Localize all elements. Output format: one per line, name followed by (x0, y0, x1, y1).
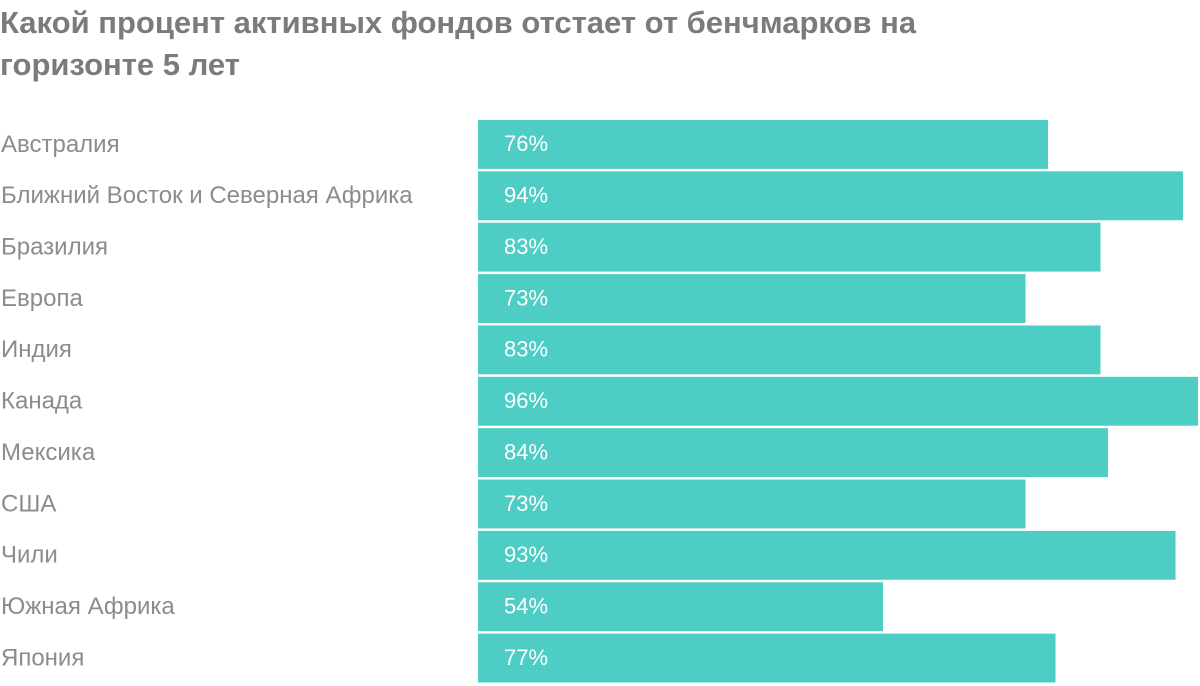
category-label: Европа (1, 285, 83, 312)
category-label: Мексика (1, 439, 96, 466)
value-label: 83% (504, 234, 548, 259)
chart-title: Какой процент активных фондов отстает от… (0, 5, 917, 82)
value-label: 96% (504, 388, 548, 413)
bar (478, 171, 1183, 221)
bar (478, 530, 1176, 580)
value-label: 83% (504, 337, 548, 362)
value-label: 84% (504, 439, 548, 464)
category-label: Бразилия (1, 234, 108, 261)
category-label: Индия (1, 336, 72, 363)
value-label: 77% (504, 645, 548, 670)
value-label: 54% (504, 594, 548, 619)
category-label: Южная Африка (1, 593, 175, 620)
category-label: Ближний Восток и Северная Африка (1, 182, 413, 209)
value-label: 73% (504, 285, 548, 310)
category-label: США (1, 490, 56, 517)
bar (478, 222, 1101, 272)
bar (478, 582, 883, 632)
value-label: 76% (504, 131, 548, 156)
bar (478, 428, 1108, 478)
bar (478, 376, 1198, 426)
category-label: Австралия (1, 131, 120, 158)
bar (478, 325, 1101, 375)
bar (478, 633, 1056, 683)
value-label: 94% (504, 183, 548, 208)
value-label: 73% (504, 491, 548, 516)
category-label: Канада (1, 388, 83, 415)
bar (478, 274, 1026, 323)
bar (478, 120, 1048, 169)
category-label: Чили (1, 542, 58, 569)
bar (478, 479, 1026, 529)
category-label: Япония (1, 644, 84, 671)
value-label: 93% (504, 542, 548, 567)
